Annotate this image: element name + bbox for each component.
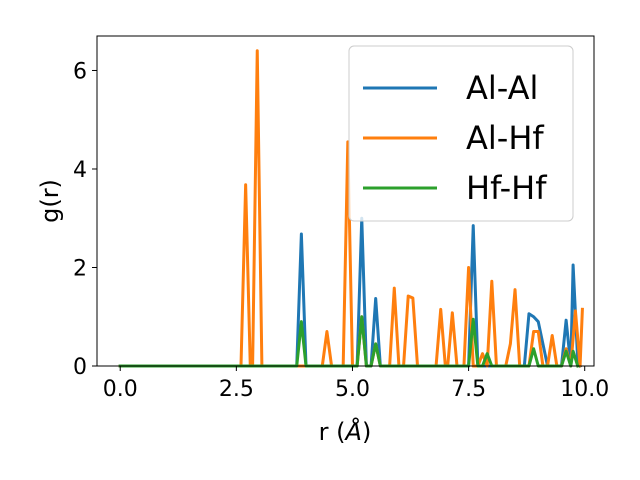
legend-label-al-al: Al-Al — [466, 69, 538, 107]
y-tick-label: 0 — [73, 355, 87, 380]
x-axis-label-prefix: r ( — [319, 418, 346, 446]
x-axis-label-suffix: ) — [362, 418, 371, 446]
y-tick-label: 2 — [73, 256, 87, 281]
y-tick-label: 6 — [73, 59, 87, 84]
x-tick-label: 0.0 — [103, 377, 138, 402]
legend-label-al-hf: Al-Hf — [466, 119, 544, 157]
legend-frame — [348, 45, 574, 222]
x-axis-ticks: 0.0 2.5 5.0 7.5 10.0 — [103, 366, 609, 402]
x-axis-label-unit: Å — [344, 417, 362, 446]
legend-label-hf-hf: Hf-Hf — [466, 169, 547, 207]
x-tick-label: 10.0 — [560, 377, 609, 402]
x-axis-label: r (Å) — [319, 417, 372, 446]
plot-frame — [96, 35, 595, 367]
x-tick-label: 7.5 — [451, 377, 486, 402]
y-axis-ticks: 0 2 4 6 — [73, 59, 97, 380]
x-tick-label: 2.5 — [219, 377, 254, 402]
y-axis-label: g(r) — [36, 179, 64, 223]
x-tick-label: 5.0 — [335, 377, 370, 402]
y-tick-label: 4 — [73, 158, 87, 183]
legend: Al-Al Al-Hf Hf-Hf — [348, 45, 574, 222]
